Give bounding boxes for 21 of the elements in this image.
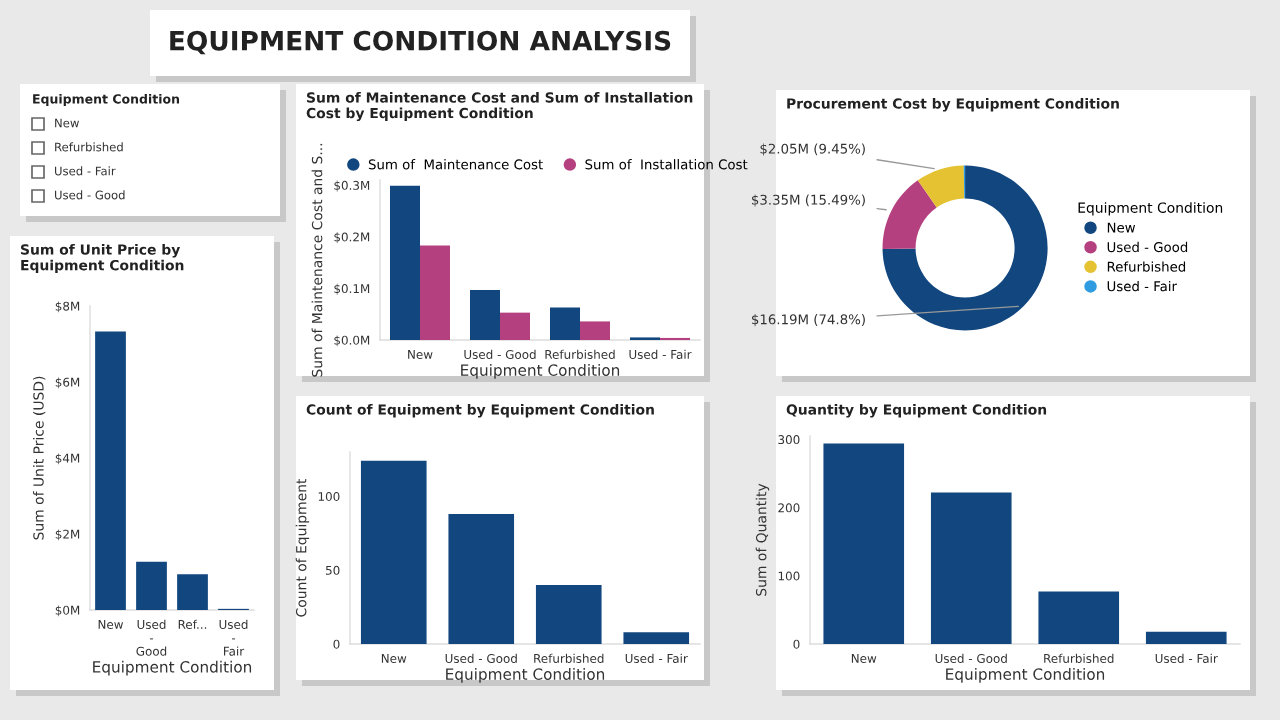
bar (360, 460, 427, 644)
bar (470, 289, 500, 340)
text: EQUIPMENT CONDITION ANALYSIS (170, 30, 671, 55)
bar (580, 321, 610, 340)
bar (535, 584, 602, 644)
bar (420, 245, 450, 340)
bar (390, 185, 420, 340)
bar (1145, 631, 1227, 644)
donut-slice (882, 180, 937, 250)
bar (1038, 591, 1120, 644)
bar (550, 307, 580, 340)
bar (823, 443, 905, 644)
bar (95, 331, 126, 610)
donut-slice (882, 165, 1048, 331)
bar (448, 514, 515, 644)
bar (623, 632, 690, 644)
bar (177, 574, 208, 610)
bar (136, 561, 167, 610)
donut-slice (917, 165, 965, 208)
bar (500, 312, 530, 340)
bar (930, 492, 1012, 644)
